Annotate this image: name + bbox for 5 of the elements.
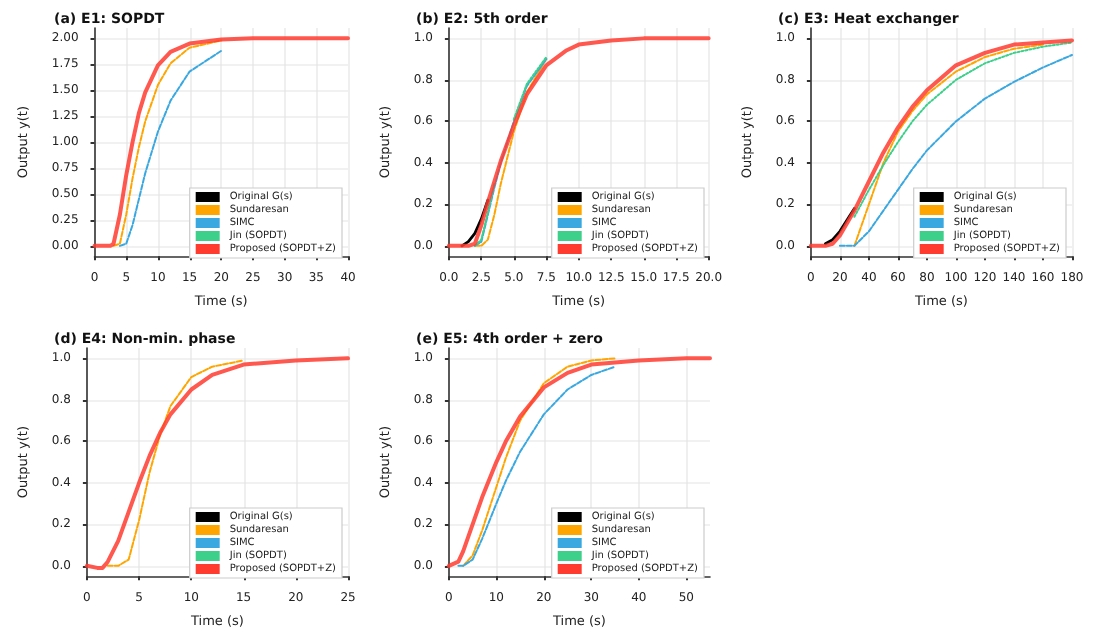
line-series xyxy=(853,41,1073,218)
line-series xyxy=(838,53,1073,247)
line-series xyxy=(823,207,856,246)
line-series xyxy=(853,43,1044,247)
line-series xyxy=(84,356,350,570)
